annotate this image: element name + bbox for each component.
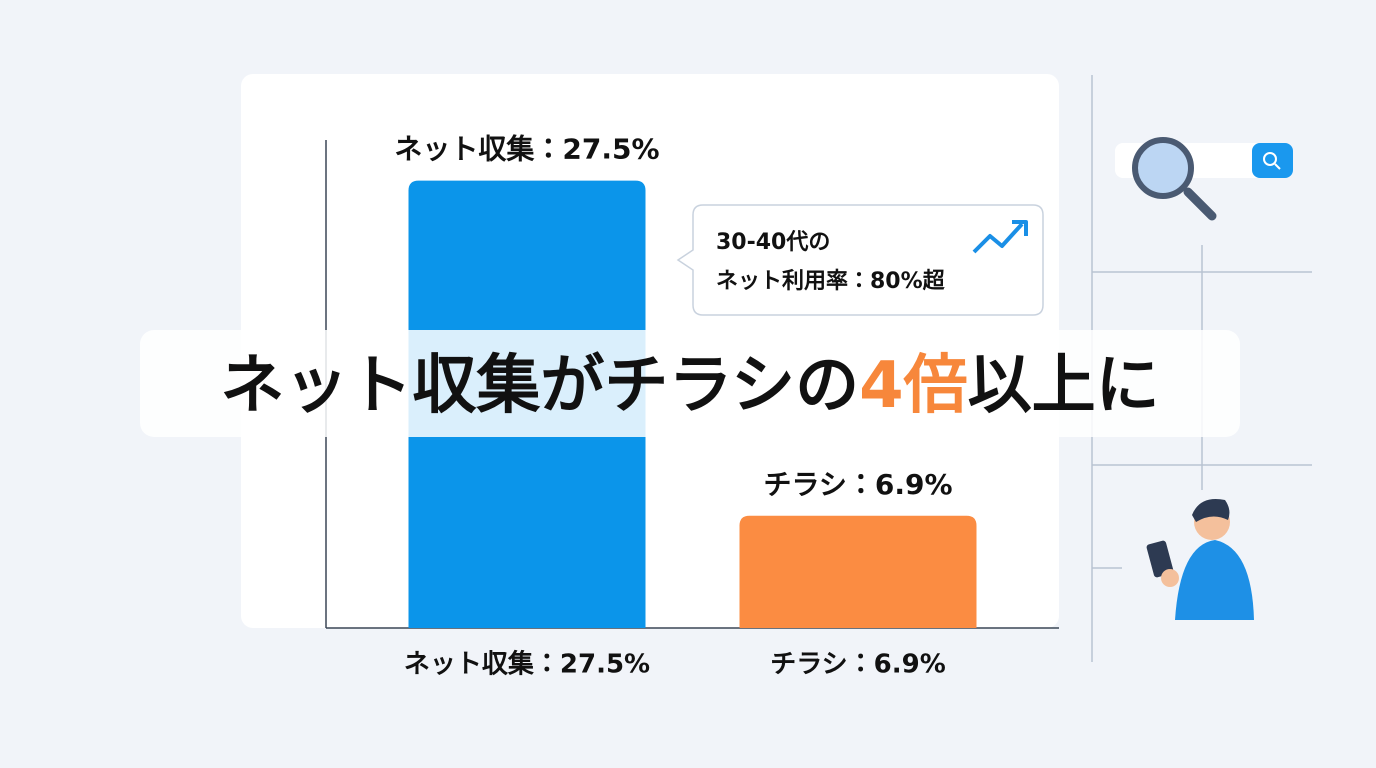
headline-part: ネット収集がチラシの — [220, 349, 859, 423]
x-tick-label: チラシ：6.9% — [770, 650, 946, 680]
headline: ネット収集がチラシの4倍以上に — [220, 349, 1159, 423]
bar — [739, 515, 977, 628]
x-tick-label: ネット収集：27.5% — [404, 650, 650, 680]
value-label: チラシ：6.9% — [763, 468, 952, 501]
headline-highlight: 4倍 — [859, 349, 968, 423]
callout-line: ネット利用率：80%超 — [716, 269, 946, 294]
magnifier-icon — [1132, 137, 1217, 221]
headline-band — [140, 330, 1240, 437]
value-label: ネット収集：27.5% — [394, 133, 659, 166]
callout-line: 30-40代の — [716, 230, 830, 255]
callout: 30-40代の ネット利用率：80%超 — [676, 204, 1044, 316]
person-illustration — [1146, 499, 1254, 620]
headline-part: 以上に — [968, 349, 1160, 423]
